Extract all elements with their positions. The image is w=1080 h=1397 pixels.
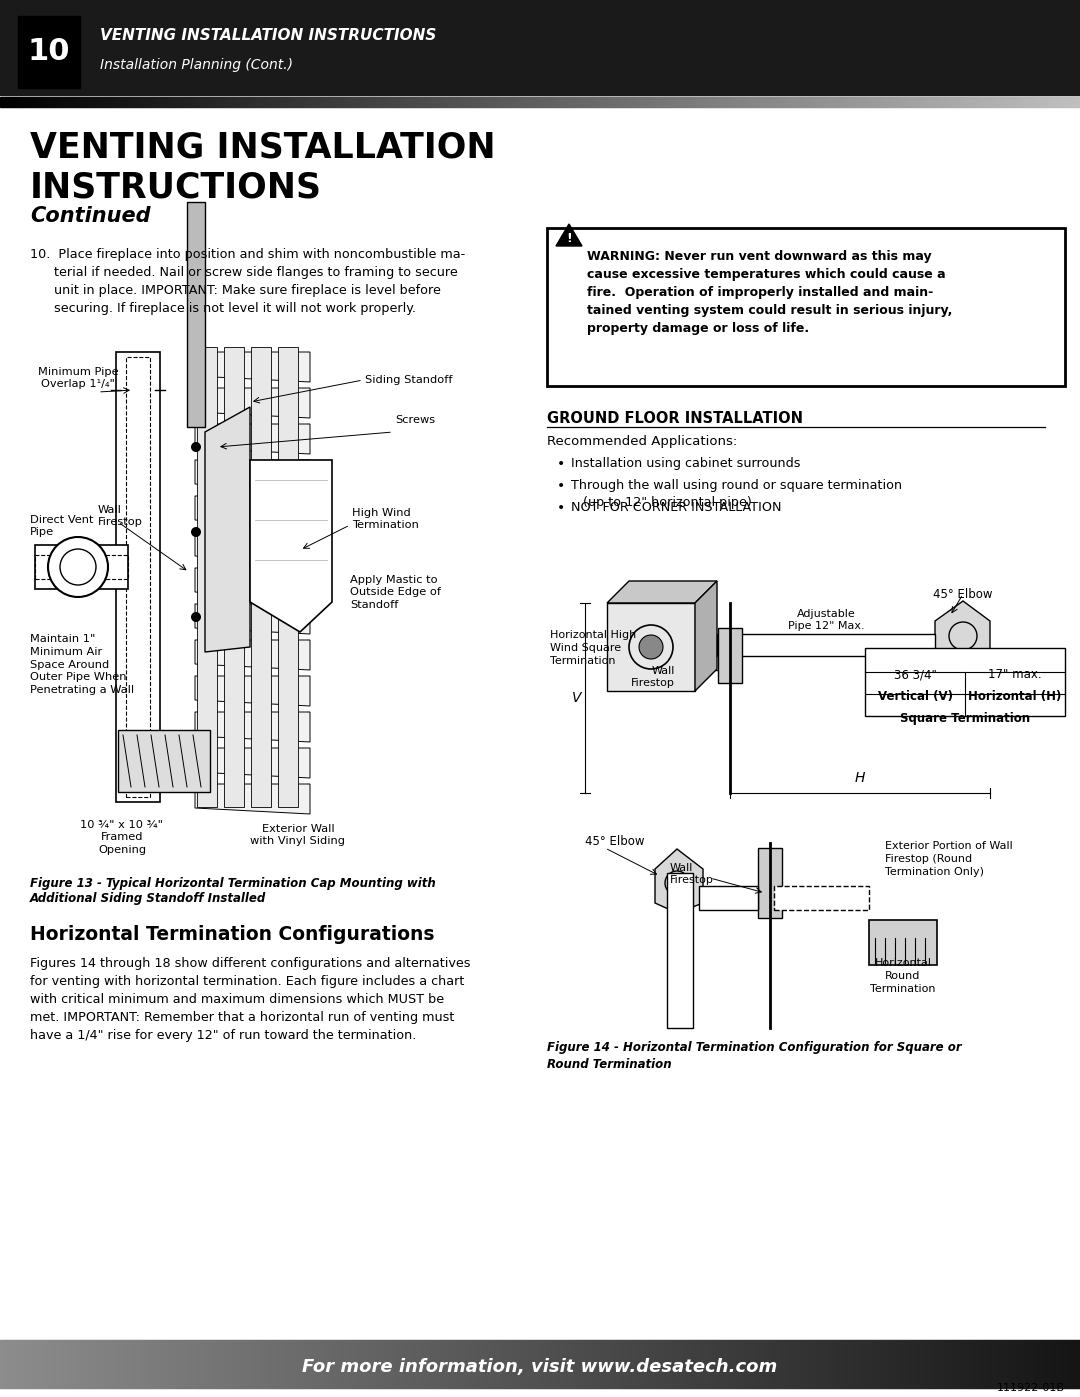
- Polygon shape: [607, 604, 696, 692]
- Text: Figure 14 - Horizontal Termination Configuration for Square or
Round Termination: Figure 14 - Horizontal Termination Confi…: [546, 1041, 961, 1071]
- Polygon shape: [195, 784, 310, 814]
- Bar: [869, 921, 937, 965]
- Polygon shape: [195, 496, 310, 527]
- Bar: [774, 886, 869, 909]
- Circle shape: [191, 441, 201, 453]
- Text: Horizontal Termination Configurations: Horizontal Termination Configurations: [30, 925, 434, 944]
- Text: GROUND FLOOR INSTALLATION: GROUND FLOOR INSTALLATION: [546, 411, 804, 426]
- Text: 111922-01B: 111922-01B: [997, 1383, 1065, 1393]
- Polygon shape: [195, 640, 310, 671]
- Text: 17" max.: 17" max.: [988, 668, 1042, 680]
- Polygon shape: [696, 581, 717, 692]
- Circle shape: [639, 636, 663, 659]
- Text: Horizontal (H): Horizontal (H): [969, 690, 1062, 703]
- Text: Adjustable
Pipe 12" Max.: Adjustable Pipe 12" Max.: [787, 609, 864, 631]
- Bar: [251, 346, 271, 807]
- Text: Figure 13 - Typical Horizontal Termination Cap Mounting with
Additional Siding S: Figure 13 - Typical Horizontal Terminati…: [30, 877, 435, 905]
- Text: Horizontal
Round
Termination: Horizontal Round Termination: [870, 958, 935, 995]
- Text: Maintain 1"
Minimum Air
Space Around
Outer Pipe When
Penetrating a Wall: Maintain 1" Minimum Air Space Around Out…: [30, 634, 134, 696]
- Text: Vertical (V): Vertical (V): [877, 690, 953, 703]
- Polygon shape: [195, 352, 310, 381]
- Polygon shape: [249, 460, 332, 631]
- Text: 45° Elbow: 45° Elbow: [933, 588, 993, 601]
- Polygon shape: [195, 388, 310, 418]
- Polygon shape: [195, 747, 310, 778]
- Text: 36 3/4": 36 3/4": [893, 668, 936, 680]
- Text: Direct Vent
Pipe: Direct Vent Pipe: [30, 515, 94, 538]
- Polygon shape: [195, 460, 310, 490]
- Bar: [197, 346, 217, 807]
- Circle shape: [191, 612, 201, 622]
- Polygon shape: [654, 849, 703, 914]
- Text: Horizontal High
Wind Square
Termination: Horizontal High Wind Square Termination: [550, 630, 636, 666]
- Text: •: •: [557, 457, 565, 471]
- Bar: [35, 545, 129, 590]
- Bar: [0, 0, 1080, 95]
- Bar: [667, 873, 693, 1028]
- Text: •: •: [557, 502, 565, 515]
- Text: High Wind
Termination: High Wind Termination: [352, 509, 419, 531]
- Polygon shape: [195, 676, 310, 705]
- Polygon shape: [205, 407, 249, 652]
- Text: Continued: Continued: [30, 205, 150, 226]
- Bar: [703, 645, 728, 671]
- Text: Installation using cabinet surrounds: Installation using cabinet surrounds: [571, 457, 800, 469]
- Text: NOT FOR CORNER INSTALLATION: NOT FOR CORNER INSTALLATION: [571, 502, 782, 514]
- Bar: [224, 346, 244, 807]
- Polygon shape: [195, 532, 310, 562]
- Bar: [546, 228, 1065, 386]
- Polygon shape: [195, 569, 310, 598]
- Text: INSTRUCTIONS: INSTRUCTIONS: [30, 170, 322, 205]
- Bar: [126, 358, 150, 798]
- Text: Apply Mastic to
Outside Edge of
Standoff: Apply Mastic to Outside Edge of Standoff: [350, 576, 441, 610]
- Text: Through the wall using round or square termination
   (up to 12" horizontal pipe: Through the wall using round or square t…: [571, 479, 902, 509]
- Text: Exterior Portion of Wall
Firestop (Round
Termination Only): Exterior Portion of Wall Firestop (Round…: [885, 841, 1013, 877]
- Text: !: !: [566, 232, 572, 246]
- Text: WARNING: Never run vent downward as this may
cause excessive temperatures which : WARNING: Never run vent downward as this…: [588, 250, 953, 335]
- Polygon shape: [195, 425, 310, 454]
- Text: Installation Planning (Cont.): Installation Planning (Cont.): [100, 59, 293, 73]
- Bar: [865, 648, 1065, 717]
- Text: 10 ¾" x 10 ¾"
Framed
Opening: 10 ¾" x 10 ¾" Framed Opening: [81, 820, 163, 855]
- Text: Wall
Firestop: Wall Firestop: [631, 666, 675, 689]
- Bar: [187, 203, 205, 427]
- Text: Screws: Screws: [395, 415, 435, 425]
- Polygon shape: [935, 601, 990, 666]
- Polygon shape: [556, 224, 582, 246]
- Text: For more information, visit www.desatech.com: For more information, visit www.desatech…: [302, 1358, 778, 1376]
- Bar: [18, 15, 80, 88]
- Bar: [717, 634, 935, 657]
- Text: Figures 14 through 18 show different configurations and alternatives
for venting: Figures 14 through 18 show different con…: [30, 957, 471, 1042]
- Bar: [35, 555, 129, 578]
- Bar: [758, 848, 782, 918]
- Text: Siding Standoff: Siding Standoff: [365, 374, 453, 386]
- Text: V: V: [572, 692, 582, 705]
- Text: Recommended Applications:: Recommended Applications:: [546, 434, 738, 448]
- Bar: [699, 886, 758, 909]
- Polygon shape: [607, 581, 717, 604]
- Text: 45° Elbow: 45° Elbow: [585, 835, 645, 848]
- Bar: [116, 352, 160, 802]
- Circle shape: [191, 527, 201, 536]
- Text: 10.  Place fireplace into position and shim with noncombustible ma-
      terial: 10. Place fireplace into position and sh…: [30, 249, 465, 314]
- Text: Exterior Wall
with Vinyl Siding: Exterior Wall with Vinyl Siding: [251, 824, 346, 847]
- Text: H: H: [854, 771, 865, 785]
- Bar: [718, 629, 742, 683]
- Polygon shape: [195, 712, 310, 742]
- Polygon shape: [195, 604, 310, 634]
- Text: VENTING INSTALLATION INSTRUCTIONS: VENTING INSTALLATION INSTRUCTIONS: [100, 28, 436, 42]
- Text: Square Termination: Square Termination: [900, 712, 1030, 725]
- Circle shape: [48, 536, 108, 597]
- Text: Wall
Firestop: Wall Firestop: [98, 504, 143, 528]
- Text: Wall
Firestop: Wall Firestop: [670, 863, 714, 886]
- Bar: [278, 346, 298, 807]
- Bar: [118, 731, 210, 792]
- Text: Minimum Pipe
Overlap 1¹/₄": Minimum Pipe Overlap 1¹/₄": [38, 367, 119, 390]
- Text: 10: 10: [28, 38, 70, 67]
- Text: •: •: [557, 479, 565, 493]
- Text: VENTING INSTALLATION: VENTING INSTALLATION: [30, 131, 496, 165]
